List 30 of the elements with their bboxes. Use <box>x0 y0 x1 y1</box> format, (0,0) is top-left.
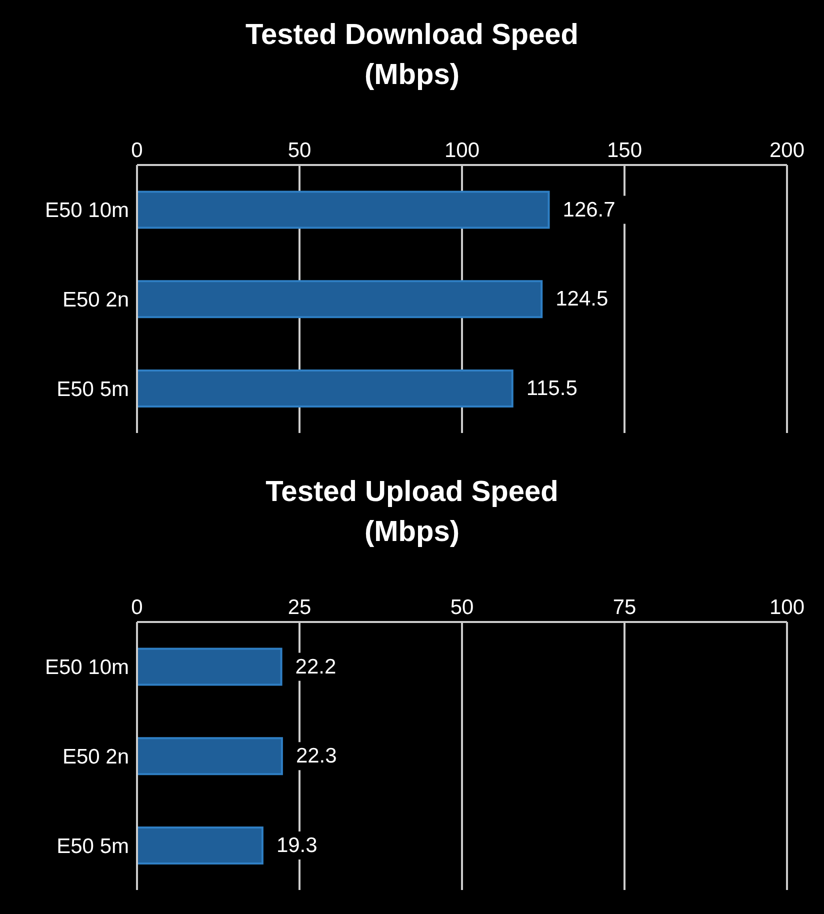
chart-title: Tested Download Speed (Mbps) <box>245 18 578 93</box>
data-label: 124.5 <box>556 288 608 311</box>
x-tick-label: 50 <box>288 139 312 162</box>
x-tick-label: 0 <box>131 139 143 162</box>
bar <box>137 737 283 776</box>
bar <box>137 190 550 229</box>
x-tick-label: 75 <box>612 596 636 619</box>
y-tick-label: E50 5m <box>56 834 129 858</box>
data-label: 19.3 <box>276 834 318 857</box>
data-label: 115.5 <box>526 376 578 400</box>
bar <box>137 280 543 318</box>
x-tick-label: 200 <box>769 139 805 162</box>
y-tick-label: E50 2n <box>62 288 129 312</box>
x-tick-label: 100 <box>444 139 480 162</box>
x-tick-label: 50 <box>450 596 474 619</box>
x-tick-label: 0 <box>131 596 143 619</box>
x-tick-label: 150 <box>606 139 642 162</box>
data-label: 22.2 <box>295 655 336 678</box>
bar <box>137 369 514 408</box>
x-tick-label: 100 <box>769 596 805 619</box>
y-tick-label: E50 5m <box>56 378 129 401</box>
bar <box>137 648 282 686</box>
y-tick-label: E50 2n <box>62 745 129 768</box>
y-tick-label: E50 10m <box>44 656 129 680</box>
chart-title: Tested Upload Speed (Mbps) <box>266 475 558 550</box>
data-label: 126.7 <box>562 198 616 222</box>
x-tick-label: 25 <box>288 596 312 619</box>
data-label: 22.3 <box>296 744 337 768</box>
bar <box>137 826 264 864</box>
y-tick-label: E50 10m <box>44 199 129 222</box>
